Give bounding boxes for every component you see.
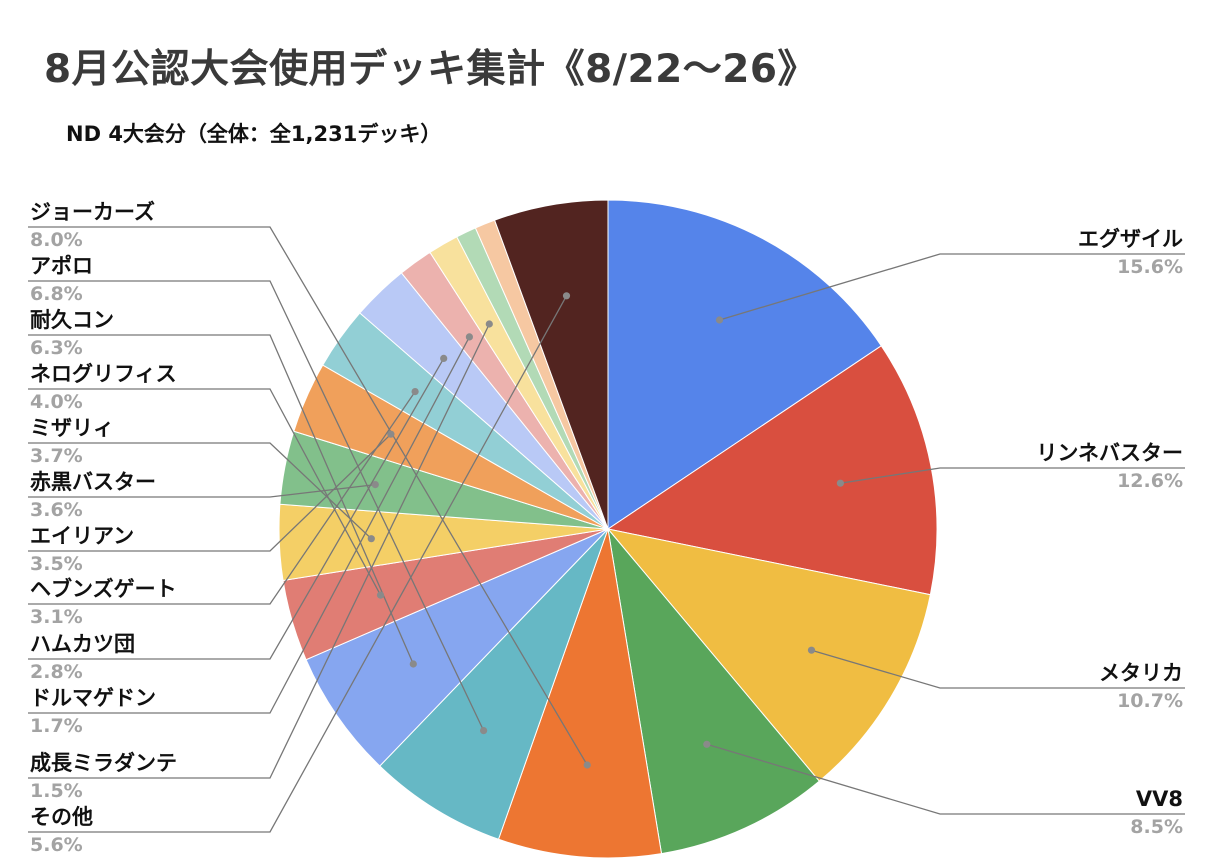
leader-line — [719, 253, 1185, 321]
leader-dot — [440, 354, 448, 362]
slice-value-label: 8.5% — [1130, 816, 1183, 838]
leader-dot — [376, 591, 385, 599]
leader-dot — [367, 535, 375, 543]
slice-label: アポロ — [30, 254, 93, 278]
slice-value-label: 5.6% — [30, 834, 83, 856]
slice-value-label: 1.7% — [30, 715, 83, 737]
leader-line — [28, 226, 588, 766]
chart-title: 8月公認大会使用デッキ集計《8/22〜26》 — [44, 47, 818, 92]
leader-line — [28, 323, 490, 779]
slice-value-label: 3.7% — [30, 445, 83, 467]
leader-line — [28, 433, 392, 552]
leader-dot — [411, 388, 419, 396]
leader-dot — [409, 660, 417, 668]
pie-slices — [278, 199, 938, 859]
leader-line — [840, 467, 1185, 484]
slice-value-label: 3.1% — [30, 606, 83, 628]
chart-subtitle: ND 4大会分（全体：全1,231デッキ） — [66, 122, 442, 146]
slice-label: VV8 — [1136, 787, 1183, 811]
leader-line — [28, 334, 414, 665]
slice-value-label: 3.5% — [30, 553, 83, 575]
slice-label: エグザイル — [1078, 227, 1183, 251]
leader-line — [706, 743, 1185, 815]
slice-value-label: 10.7% — [1117, 690, 1183, 712]
leader-line — [28, 295, 568, 833]
leader-dot — [387, 430, 395, 438]
leader-dot — [583, 761, 591, 769]
leader-dot — [807, 646, 816, 654]
pie-slice — [379, 528, 609, 840]
leader-dot — [485, 320, 493, 328]
leader-line — [28, 442, 372, 540]
leader-dot — [465, 333, 473, 341]
slice-label: 耐久コン — [30, 308, 114, 332]
callout-labels: エグザイル 15.6% リンネバスター 12.6% メタリカ 10.7% VV8 8.5% ジョ… — [28, 200, 1185, 856]
leader-line — [28, 391, 416, 605]
leader-dot — [371, 481, 379, 489]
pie-slice — [305, 528, 609, 767]
slice-value-label: 2.8% — [30, 661, 83, 683]
pie-slice — [606, 345, 938, 596]
leader-line — [811, 649, 1185, 689]
leader-dot — [715, 316, 724, 324]
leader-dot — [480, 727, 488, 735]
slice-value-label: 3.6% — [30, 499, 83, 521]
slice-value-label: 15.6% — [1117, 256, 1183, 278]
pie-slice — [606, 528, 931, 782]
slice-label: ネログリフィス — [30, 362, 177, 386]
slice-label: 赤黒バスター — [30, 470, 156, 494]
slice-label: リンネバスター — [1036, 441, 1183, 465]
slice-value-label: 1.5% — [30, 780, 83, 802]
slice-label: エイリアン — [30, 524, 134, 548]
leader-line — [28, 388, 382, 596]
leader-dot — [703, 740, 711, 748]
pie-slice — [607, 527, 821, 855]
leader-line — [28, 280, 485, 731]
slice-value-label: 6.8% — [30, 283, 83, 305]
leader-line — [28, 336, 470, 714]
slice-label: ドルマゲドン — [30, 686, 156, 710]
leader-dot — [562, 292, 571, 300]
slice-label: 成長ミラダンテ — [30, 751, 177, 775]
leader-line — [28, 358, 445, 660]
slice-label: ジョーカーズ — [30, 200, 155, 224]
slice-label: その他 — [30, 805, 93, 829]
leader-dot — [836, 479, 845, 487]
pie-slice — [493, 199, 609, 530]
pie-slice — [607, 199, 882, 530]
pie-slice — [497, 528, 663, 859]
slice-label: ヘブンズゲート — [30, 577, 177, 601]
slice-label: ミザリィ — [30, 416, 114, 440]
leader-line — [28, 483, 376, 498]
slice-value-label: 8.0% — [30, 229, 83, 251]
slice-value-label: 4.0% — [30, 391, 83, 413]
slice-value-label: 12.6% — [1117, 470, 1183, 492]
slice-value-label: 6.3% — [30, 337, 83, 359]
slice-label: メタリカ — [1099, 661, 1183, 685]
slice-label: ハムカツ団 — [30, 632, 135, 656]
